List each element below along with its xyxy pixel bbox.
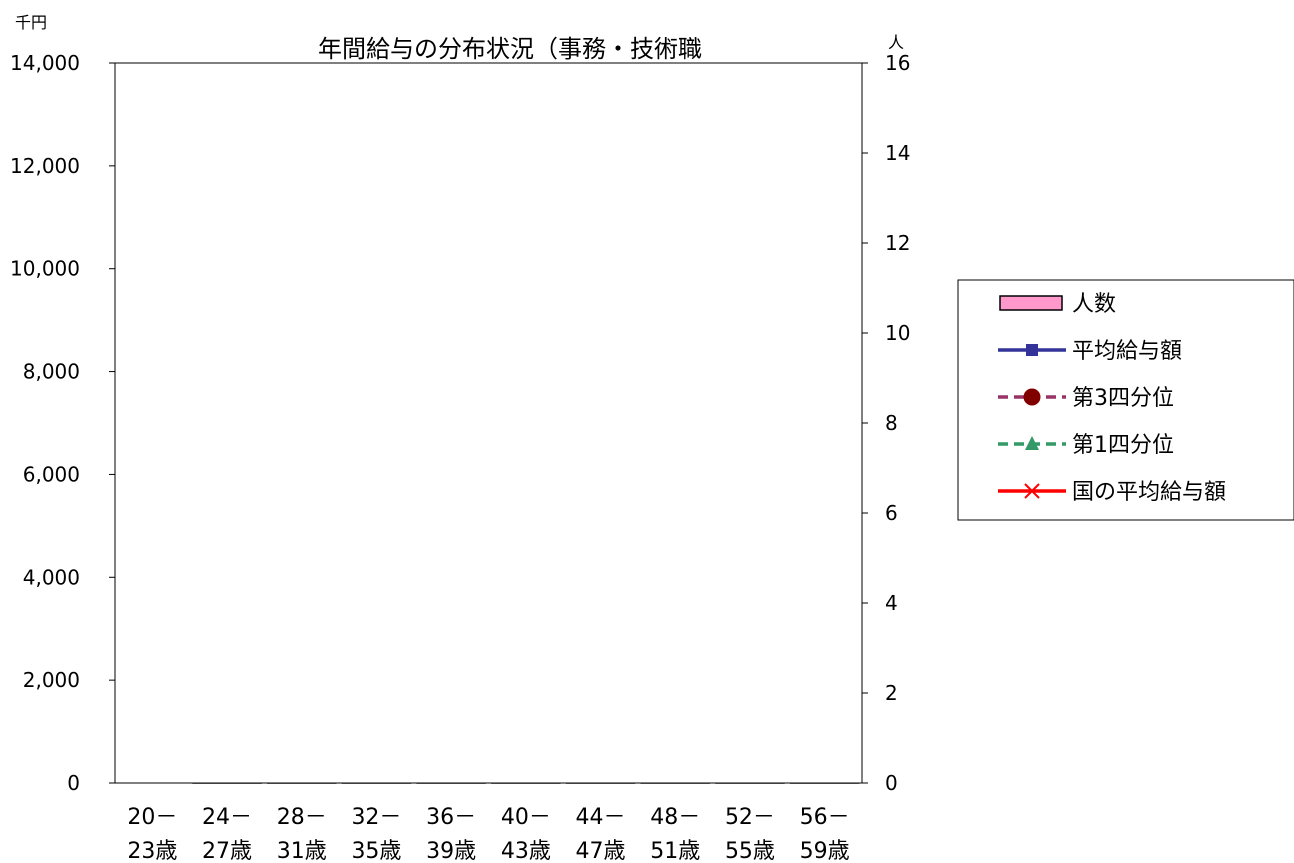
x-tick-label: 23歳 xyxy=(127,839,177,863)
y-right-tick-label: 6 xyxy=(885,501,898,525)
plot-area xyxy=(115,63,862,783)
y-right-tick-label: 0 xyxy=(885,771,898,795)
legend-item-0: 人数 xyxy=(999,292,1116,317)
x-tick-label: 24－ xyxy=(202,805,252,830)
legend-box xyxy=(957,279,1294,521)
x-tick-label: 28－ xyxy=(277,805,327,830)
x-tick-label: 55歳 xyxy=(725,839,775,863)
legend-label: 人数 xyxy=(1072,292,1116,317)
x-tick-label: 27歳 xyxy=(202,839,252,863)
x-tick-label: 36－ xyxy=(426,805,476,830)
legend-swatch-bar xyxy=(999,295,1063,311)
x-tick-label: 40－ xyxy=(501,805,551,830)
y-right-tick-label: 2 xyxy=(885,681,898,705)
y-left-tick-label: 2,000 xyxy=(23,668,80,692)
x-tick-label: 52－ xyxy=(725,805,775,830)
x-tick-label: 20－ xyxy=(127,805,177,830)
legend-label: 第3四分位 xyxy=(1072,386,1174,411)
x-tick-label: 32－ xyxy=(351,805,401,830)
x-tick-label: 31歳 xyxy=(277,839,327,863)
legend-label: 国の平均給与額 xyxy=(1072,480,1226,505)
legend-swatch-marker xyxy=(1025,436,1039,450)
x-tick-label: 59歳 xyxy=(800,839,850,863)
x-tick-label: 43歳 xyxy=(501,839,551,863)
x-tick-label: 44－ xyxy=(576,805,626,830)
text-layer: 0 2,000 4,000 6,000 8,000 10,000 12,000 14,000 0… xyxy=(10,13,910,863)
chart-title: 年間給与の分布状況（事務・技術職 xyxy=(318,35,702,63)
y-right-tick-label: 10 xyxy=(885,321,910,345)
y-right-tick-label: 16 xyxy=(885,51,910,75)
y-right-unit: 人 xyxy=(888,33,904,52)
y-right-tick-label: 12 xyxy=(885,231,910,255)
y-left-tick-label: 14,000 xyxy=(10,51,80,75)
x-tick-label: 48－ xyxy=(650,805,700,830)
y-left-tick-label: 8,000 xyxy=(23,360,80,384)
axes-layer xyxy=(109,62,868,784)
legend-label: 平均給与額 xyxy=(1072,339,1182,364)
legend-swatch-marker xyxy=(1026,344,1038,356)
legend-label: 第1四分位 xyxy=(1072,433,1174,458)
y-left-tick-label: 6,000 xyxy=(23,462,80,486)
x-tick-label: 47歳 xyxy=(576,839,626,863)
legend-swatch-marker xyxy=(1024,483,1040,499)
x-tick-label: 51歳 xyxy=(650,839,700,863)
legend-item-2: 第3四分位 xyxy=(998,386,1174,411)
y-left-tick-label: 12,000 xyxy=(10,154,80,178)
legend-item-4: 国の平均給与額 xyxy=(998,480,1226,505)
y-left-tick-label: 10,000 xyxy=(10,257,80,281)
legend-item-1: 平均給与額 xyxy=(998,339,1182,364)
x-tick-label: 35歳 xyxy=(351,839,401,863)
y-left-tick-label: 4,000 xyxy=(23,565,80,589)
x-tick-label: 39歳 xyxy=(426,839,476,863)
y-right-tick-label: 14 xyxy=(885,141,910,165)
y-right-tick-label: 4 xyxy=(885,591,898,615)
legend-item-3: 第1四分位 xyxy=(998,433,1174,458)
x-tick-label: 56－ xyxy=(800,805,850,830)
y-right-tick-label: 8 xyxy=(885,411,898,435)
legend-swatch-marker xyxy=(1023,388,1041,406)
y-left-unit: 千円 xyxy=(15,13,47,32)
y-left-tick-label: 0 xyxy=(67,771,80,795)
